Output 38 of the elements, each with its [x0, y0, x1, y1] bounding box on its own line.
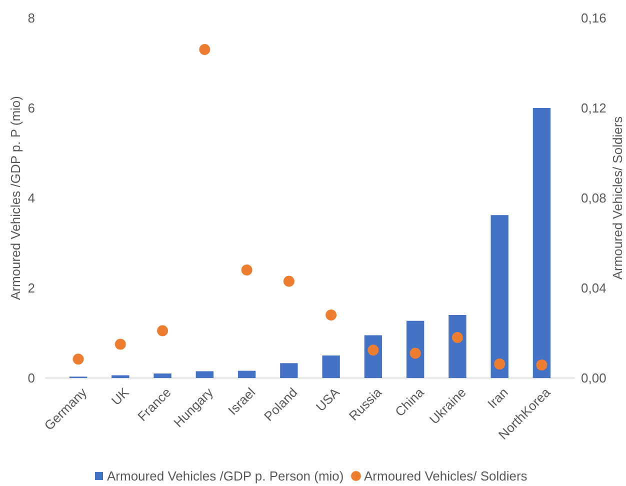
y-tick-label: 2	[28, 280, 35, 296]
bar	[238, 370, 256, 378]
point	[157, 325, 168, 336]
point	[241, 264, 252, 276]
bar	[196, 371, 214, 378]
y2-tick-label: 0,16	[581, 10, 606, 26]
point	[283, 276, 294, 287]
y2-tick-label: 0,00	[581, 370, 606, 386]
bar	[532, 108, 551, 378]
bar	[112, 375, 130, 378]
bar	[406, 320, 424, 378]
point	[368, 344, 379, 356]
y-tick-label: 8	[28, 10, 35, 26]
point	[410, 348, 421, 359]
y2-tick-label: 0,12	[581, 100, 606, 116]
bar	[490, 215, 508, 378]
point	[199, 44, 210, 55]
y2-tick-label: 0,08	[581, 190, 606, 206]
y2-tick-label: 0,04	[581, 280, 606, 296]
y-tick-label: 0	[28, 370, 35, 386]
legend-label: Armoured Vehicles /GDP p. Person (mio)	[107, 468, 344, 484]
point	[536, 359, 548, 370]
x-tick-label: USA	[312, 384, 343, 414]
bar	[322, 356, 340, 378]
bar	[154, 374, 172, 378]
point	[72, 354, 84, 365]
y2-axis-title: Armoured Vehicles/ Soldiers	[610, 116, 625, 280]
legend-label: Armoured Vehicles/ Soldiers	[364, 468, 528, 484]
point	[452, 332, 463, 343]
y-tick-label: 4	[28, 190, 35, 206]
y-tick-label: 6	[28, 100, 35, 116]
point	[326, 310, 337, 320]
bar	[280, 363, 298, 378]
x-tick-label: UK	[108, 384, 132, 408]
bar	[448, 315, 466, 378]
y-axis-title: Armoured Vehicles /GDP p. P (mio)	[8, 96, 23, 300]
point	[494, 358, 506, 370]
point	[114, 338, 126, 350]
